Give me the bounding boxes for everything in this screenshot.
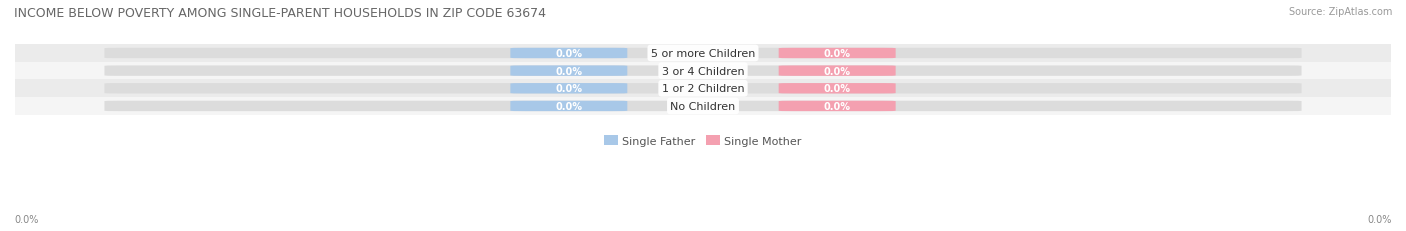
FancyBboxPatch shape	[510, 101, 627, 112]
Text: INCOME BELOW POVERTY AMONG SINGLE-PARENT HOUSEHOLDS IN ZIP CODE 63674: INCOME BELOW POVERTY AMONG SINGLE-PARENT…	[14, 7, 546, 20]
Text: 0.0%: 0.0%	[555, 101, 582, 111]
Text: 0.0%: 0.0%	[824, 101, 851, 111]
Text: 0.0%: 0.0%	[555, 49, 582, 59]
Text: No Children: No Children	[671, 101, 735, 111]
FancyBboxPatch shape	[104, 84, 1302, 94]
Text: 0.0%: 0.0%	[555, 66, 582, 76]
Text: 0.0%: 0.0%	[555, 84, 582, 94]
FancyBboxPatch shape	[15, 45, 1391, 63]
FancyBboxPatch shape	[779, 84, 896, 94]
FancyBboxPatch shape	[510, 49, 627, 59]
Text: 0.0%: 0.0%	[824, 66, 851, 76]
Text: 1 or 2 Children: 1 or 2 Children	[662, 84, 744, 94]
Text: Source: ZipAtlas.com: Source: ZipAtlas.com	[1288, 7, 1392, 17]
Text: 0.0%: 0.0%	[14, 214, 38, 224]
FancyBboxPatch shape	[15, 80, 1391, 98]
FancyBboxPatch shape	[104, 101, 1302, 112]
Text: 0.0%: 0.0%	[824, 84, 851, 94]
Text: 0.0%: 0.0%	[1368, 214, 1392, 224]
FancyBboxPatch shape	[104, 66, 1302, 76]
FancyBboxPatch shape	[779, 49, 896, 59]
FancyBboxPatch shape	[510, 84, 627, 94]
FancyBboxPatch shape	[15, 98, 1391, 115]
Legend: Single Father, Single Mother: Single Father, Single Mother	[605, 136, 801, 146]
FancyBboxPatch shape	[104, 49, 1302, 59]
FancyBboxPatch shape	[779, 101, 896, 112]
Text: 5 or more Children: 5 or more Children	[651, 49, 755, 59]
FancyBboxPatch shape	[15, 63, 1391, 80]
FancyBboxPatch shape	[779, 66, 896, 76]
Text: 0.0%: 0.0%	[824, 49, 851, 59]
Text: 3 or 4 Children: 3 or 4 Children	[662, 66, 744, 76]
FancyBboxPatch shape	[510, 66, 627, 76]
